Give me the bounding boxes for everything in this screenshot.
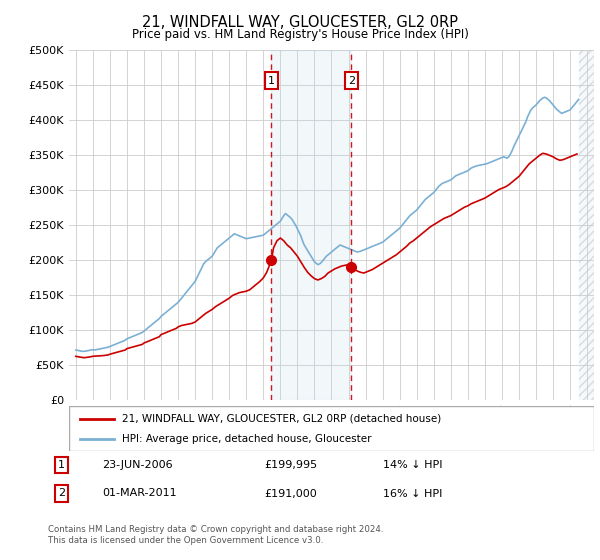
- Text: HPI: Average price, detached house, Gloucester: HPI: Average price, detached house, Glou…: [121, 434, 371, 444]
- FancyBboxPatch shape: [69, 406, 594, 451]
- Bar: [578, 50, 594, 400]
- Text: £191,000: £191,000: [264, 488, 317, 498]
- Text: Contains HM Land Registry data © Crown copyright and database right 2024.
This d: Contains HM Land Registry data © Crown c…: [48, 525, 383, 545]
- Bar: [578, 50, 594, 400]
- Text: 01-MAR-2011: 01-MAR-2011: [102, 488, 176, 498]
- Bar: [578, 50, 594, 400]
- Text: 2: 2: [348, 76, 355, 86]
- Text: 21, WINDFALL WAY, GLOUCESTER, GL2 0RP: 21, WINDFALL WAY, GLOUCESTER, GL2 0RP: [142, 15, 458, 30]
- Text: £199,995: £199,995: [264, 460, 317, 470]
- Text: 23-JUN-2006: 23-JUN-2006: [102, 460, 173, 470]
- Text: 14% ↓ HPI: 14% ↓ HPI: [383, 460, 442, 470]
- Text: 16% ↓ HPI: 16% ↓ HPI: [383, 488, 442, 498]
- Text: 2: 2: [58, 488, 65, 498]
- Text: 21, WINDFALL WAY, GLOUCESTER, GL2 0RP (detached house): 21, WINDFALL WAY, GLOUCESTER, GL2 0RP (d…: [121, 413, 441, 423]
- Text: 1: 1: [58, 460, 65, 470]
- Bar: [271, 50, 351, 400]
- Text: 1: 1: [268, 76, 275, 86]
- Text: Price paid vs. HM Land Registry's House Price Index (HPI): Price paid vs. HM Land Registry's House …: [131, 28, 469, 41]
